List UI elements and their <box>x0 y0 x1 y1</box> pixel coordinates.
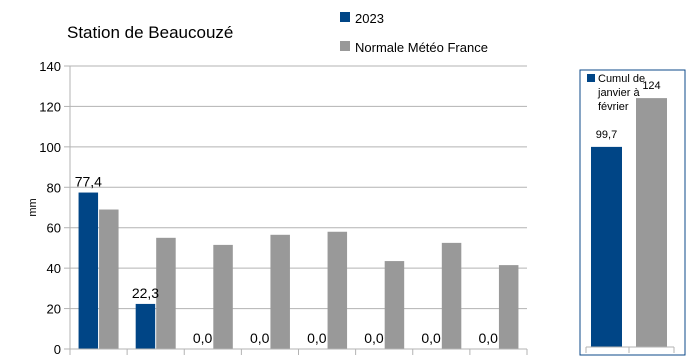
bar-normale <box>156 237 176 349</box>
legend-label-2023: 2023 <box>355 11 384 26</box>
legend-swatch-cumul <box>587 74 595 82</box>
y-axis-label: mm <box>27 198 39 216</box>
data-label-2023: 0,0 <box>250 330 270 346</box>
data-label-2023: 22,3 <box>132 285 159 301</box>
cumul-legend-line-3: février <box>598 101 629 113</box>
bar-normale <box>327 231 348 349</box>
cumul-legend-line-2: janvier à <box>597 87 640 99</box>
bar-2023 <box>78 192 99 349</box>
legend-swatch-normale <box>340 41 350 51</box>
cumul-bar-2023 <box>591 146 622 347</box>
bar-normale <box>99 209 119 349</box>
axes <box>69 66 528 355</box>
y-tick-label: 60 <box>47 221 61 236</box>
cumul-data-label-2023: 99,7 <box>596 129 617 141</box>
data-label-2023: 0,0 <box>193 330 213 346</box>
chart-title: Station de Beaucouzé <box>67 23 233 42</box>
cumul-bars: 99,7 124 <box>591 80 667 347</box>
main-data-labels: 77,4 22,3 0,0 0,0 0,0 0,0 0,0 0,0 <box>75 174 498 346</box>
y-tick-label: 140 <box>39 59 61 74</box>
main-bars <box>78 192 519 349</box>
bar-normale <box>270 234 290 349</box>
bar-normale <box>498 265 519 349</box>
cumul-axes <box>585 346 675 353</box>
cumul-data-label-normale: 124 <box>642 80 660 92</box>
legend-swatch-2023 <box>340 12 350 22</box>
y-tick-label: 120 <box>39 99 61 114</box>
legend-label-normale: Normale Météo France <box>355 40 488 55</box>
data-label-2023: 0,0 <box>421 330 441 346</box>
cumul-legend-line-1: Cumul de <box>598 73 645 85</box>
y-tick-labels: 0 20 40 60 80 100 120 140 <box>39 59 61 357</box>
bar-normale <box>213 244 233 349</box>
bar-normale <box>384 261 405 349</box>
cumul-bar-normale <box>636 98 667 347</box>
data-label-2023: 0,0 <box>478 330 498 346</box>
y-tick-label: 100 <box>39 140 61 155</box>
y-tick-label: 20 <box>47 302 61 317</box>
bar-normale <box>441 242 462 349</box>
y-tick-label: 0 <box>54 342 61 357</box>
y-tick-label: 40 <box>47 261 61 276</box>
data-label-2023: 0,0 <box>307 330 327 346</box>
data-label-2023: 77,4 <box>75 174 102 190</box>
cumulative-panel-border <box>579 69 686 356</box>
y-tick-label: 80 <box>47 180 61 195</box>
data-label-2023: 0,0 <box>364 330 384 346</box>
bar-2023 <box>135 303 156 349</box>
